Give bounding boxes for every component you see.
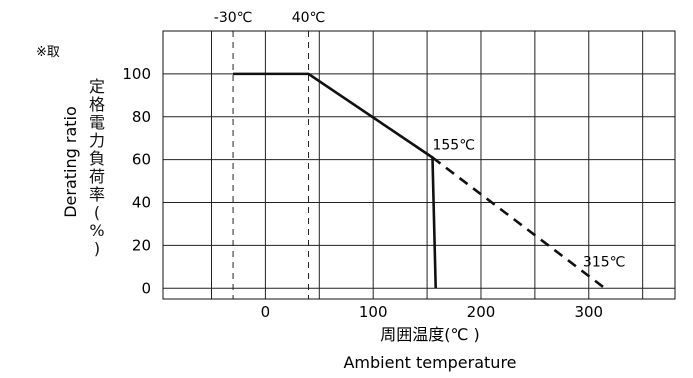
- x-tick-label: 300: [574, 303, 603, 321]
- x-tick-label: 200: [467, 303, 496, 321]
- marker-label: -30℃: [214, 10, 253, 26]
- y-tick-label: 100: [122, 65, 151, 83]
- grid: [163, 31, 675, 299]
- marker-label: 40℃: [292, 10, 326, 26]
- y-tick-label: 0: [141, 279, 151, 297]
- temperature-markers: -30℃ 40℃: [214, 10, 326, 299]
- y-tick-label: 80: [132, 108, 151, 126]
- series: [233, 72, 606, 290]
- y-axis-title-jp-char: 負: [88, 149, 105, 168]
- y-axis-title-jp-char: 荷: [88, 167, 105, 186]
- y-axis-title-jp-char: (: [93, 203, 101, 222]
- derating-curve: [233, 72, 438, 289]
- y-axis-title-jp-char: 力: [88, 131, 105, 150]
- corner-note: ※取: [36, 45, 60, 60]
- y-tick-label: 40: [132, 194, 151, 212]
- point-annotation: 155℃: [432, 137, 474, 153]
- y-axis-title-jp-char: ): [93, 239, 101, 258]
- x-axis-title-jp: 周囲温度(℃ ): [380, 325, 480, 344]
- tick-labels: 0 100 200 300 0 20 40 60 80 100: [122, 65, 603, 321]
- y-axis-title-en: Derating ratio: [61, 106, 80, 218]
- plot-frame: [162, 30, 676, 300]
- x-tick-label: 0: [261, 303, 271, 321]
- y-axis-title-jp: 定格電力負荷率(%): [86, 78, 108, 258]
- extended-derating-line: [431, 156, 606, 290]
- annotations: 155℃ 315℃: [432, 137, 625, 270]
- y-axis-title-jp-char: 電: [88, 113, 105, 132]
- y-tick-label: 20: [132, 236, 151, 254]
- y-axis-title-jp-char: 率: [88, 185, 105, 204]
- y-axis-title-jp-char: 格: [88, 95, 105, 114]
- y-tick-label: 60: [132, 151, 151, 169]
- y-axis-title-jp-char: 定: [88, 77, 105, 96]
- x-axis-title-en: Ambient temperature: [343, 353, 516, 372]
- y-axis-title-jp-char: %: [89, 221, 105, 240]
- point-annotation: 315℃: [583, 254, 625, 270]
- x-tick-label: 100: [359, 303, 388, 321]
